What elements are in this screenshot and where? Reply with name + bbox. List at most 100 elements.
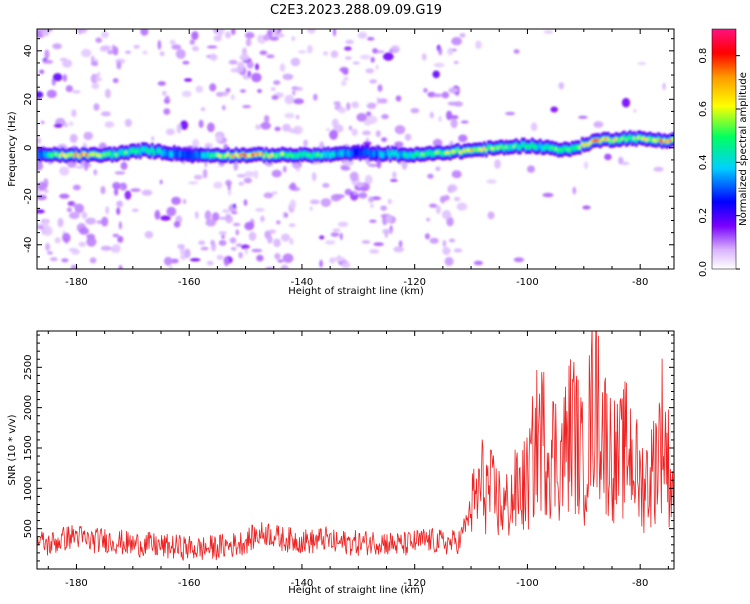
noise-blob: [369, 219, 377, 223]
ridge-cell: [317, 152, 320, 156]
noise-blob: [44, 49, 50, 60]
ridge-cell: [69, 153, 72, 157]
ridge-cell: [459, 150, 462, 154]
noise-blob: [210, 239, 215, 246]
ridge-cell: [423, 153, 426, 157]
noise-blob: [410, 108, 420, 114]
noise-blob: [401, 160, 408, 170]
noise-blob: [270, 87, 276, 91]
ridge-cell: [375, 153, 378, 157]
x-tick-label: -80: [632, 578, 648, 589]
ridge-cell: [105, 152, 108, 156]
ridge-cell: [529, 145, 532, 149]
ridge-cell: [269, 154, 272, 158]
ridge-cell: [187, 153, 190, 157]
noise-blob: [289, 199, 296, 209]
ridge-cell: [47, 153, 50, 157]
ridge-cell: [167, 151, 170, 156]
noise-blob: [100, 186, 106, 195]
ridge-cell: [565, 147, 568, 151]
noise-blob: [429, 203, 438, 208]
ridge-cell: [43, 152, 46, 156]
ridge-cell: [383, 152, 386, 156]
snr-panel: -180 -160 -140 -120 -100 -80 500 1000 1500 2000 2…: [7, 330, 675, 596]
ridge-cell: [371, 151, 374, 155]
ridge-cell: [511, 145, 514, 149]
ridge-cell: [45, 153, 48, 157]
noise-blob: [339, 66, 349, 73]
noise-blob: [359, 54, 371, 60]
ridge-cell: [271, 153, 274, 157]
ridge-cell: [585, 142, 588, 146]
ridge-cell: [95, 153, 98, 157]
noise-blob: [361, 240, 371, 244]
noise-blob: [218, 239, 227, 246]
noise-blob: [289, 238, 294, 245]
colorbar-tick-label: 0.0: [698, 261, 709, 277]
x-tick-label: -100: [516, 277, 539, 288]
ridge-cell: [133, 148, 136, 153]
ridge-cell: [485, 148, 488, 152]
ridge-cell: [443, 151, 446, 155]
ridge-cell: [411, 153, 414, 157]
noise-blob: [230, 68, 237, 73]
noise-blob: [112, 233, 120, 238]
noise-blob: [95, 37, 102, 43]
noise-blob: [387, 198, 392, 205]
noise-blob: [78, 227, 90, 235]
ridge-cell: [613, 138, 616, 143]
ridge-cell: [125, 150, 128, 154]
ridge-cell: [175, 152, 178, 156]
x-tick-label: -120: [403, 578, 426, 589]
noise-blob: [447, 101, 458, 106]
ridge-cell: [661, 140, 664, 144]
noise-blob: [184, 78, 193, 82]
snr-y-axis: 500 1000 1500 2000 2500: [23, 334, 674, 562]
ridge-cell: [583, 143, 586, 147]
ridge-cell: [355, 150, 358, 155]
ridge-cell: [545, 145, 548, 149]
noise-blob: [101, 216, 109, 227]
noise-blob: [202, 168, 208, 179]
ridge-cell: [333, 152, 336, 156]
noise-blob: [284, 112, 295, 119]
ridge-cell: [341, 151, 344, 156]
noise-blob: [378, 98, 388, 104]
noise-blob: [447, 184, 458, 193]
noise-blob: [243, 199, 248, 206]
noise-blob: [558, 82, 565, 90]
noise-blob: [235, 243, 243, 247]
ridge-cell: [571, 146, 574, 150]
ridge-cell: [255, 153, 258, 157]
noise-blob: [432, 138, 443, 148]
ridge-cell: [149, 150, 152, 154]
ridge-cell: [593, 139, 596, 143]
noise-blob: [385, 214, 393, 224]
ridge-cell: [605, 137, 608, 141]
noise-blob: [90, 73, 99, 84]
ridge-cell: [639, 136, 642, 140]
noise-blob: [75, 165, 86, 169]
noise-blob: [206, 260, 214, 266]
noise-blob: [427, 173, 434, 179]
noise-blob: [593, 121, 604, 128]
noise-blob: [151, 136, 155, 142]
noise-blob: [329, 257, 336, 264]
noise-blob: [303, 139, 308, 147]
noise-blob: [247, 70, 252, 78]
ridge-cell: [391, 151, 394, 155]
ridge-cell: [617, 138, 620, 142]
ridge-cell: [665, 140, 668, 144]
noise-blob: [118, 221, 122, 230]
noise-blob: [216, 254, 224, 260]
ridge-cell: [199, 152, 202, 156]
ridge-cell: [233, 154, 236, 158]
ridge-cell: [517, 145, 520, 149]
ridge-cell: [261, 152, 264, 156]
noise-blob: [339, 232, 343, 240]
noise-blob: [192, 138, 200, 149]
ridge-cell: [99, 154, 102, 158]
noise-blob: [271, 95, 279, 100]
ridge-cell: [101, 153, 104, 158]
ridge-cell: [489, 145, 492, 149]
